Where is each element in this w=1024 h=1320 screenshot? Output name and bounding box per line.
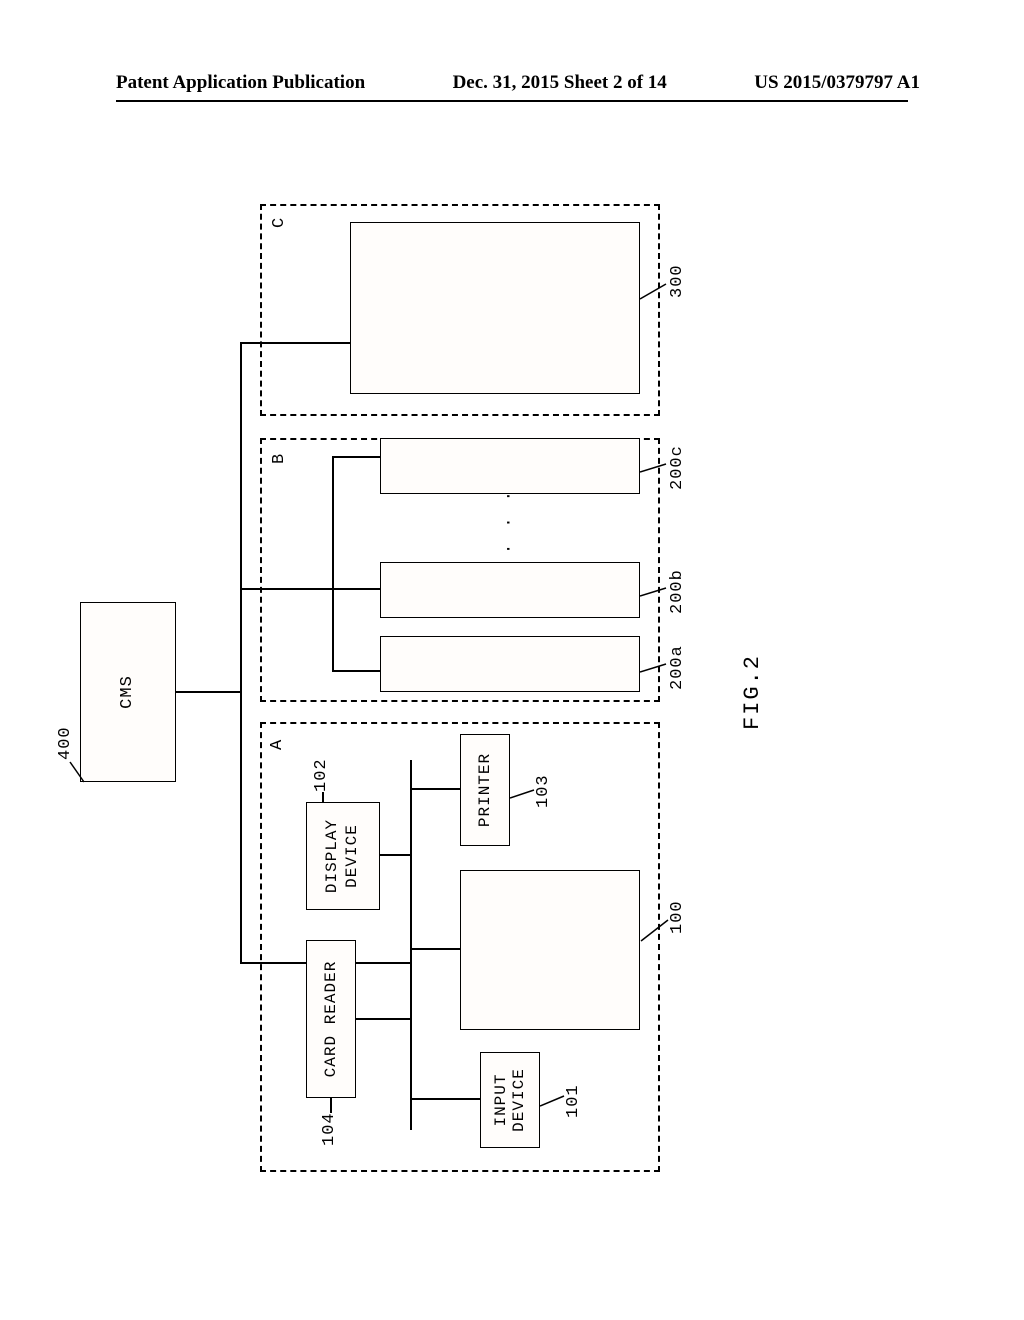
- b-leader-1: [640, 658, 668, 674]
- b-bus: [332, 458, 334, 672]
- b-box-3: [380, 438, 640, 494]
- b-box-2: [380, 562, 640, 618]
- printer-label: PRINTER: [476, 734, 494, 846]
- printer-ref: 103: [534, 774, 553, 808]
- fig-label: FIG.2: [740, 654, 765, 730]
- a-bus: [410, 760, 412, 1130]
- c-ref: 300: [668, 264, 687, 298]
- input-label: INPUT DEVICE: [492, 1052, 528, 1148]
- figure-2: CMS 400 A CARD READER 104 DISPLAY DEVICE: [60, 180, 960, 1190]
- c-box: [350, 222, 640, 394]
- cms-ref: 400: [56, 726, 75, 760]
- b-bus-v: [288, 588, 332, 590]
- b-ref-2: 200b: [668, 569, 687, 614]
- b-ref-3: 200c: [668, 445, 687, 490]
- main-leader: [640, 916, 670, 942]
- b-leader-2: [640, 582, 668, 598]
- group-c-tag: C: [270, 217, 289, 228]
- b-ellipsis: · · ·: [500, 488, 519, 554]
- input-ref: 101: [564, 1084, 583, 1118]
- display-conn: [380, 854, 410, 856]
- printer-conn: [410, 788, 460, 790]
- main-conn: [410, 948, 460, 950]
- group-a-tag: A: [268, 739, 287, 750]
- header-rule: [116, 100, 908, 102]
- cms-ref-leader: [56, 756, 86, 786]
- b-leader-3: [640, 458, 668, 474]
- c-drop: [290, 342, 350, 344]
- b-ref-1: 200a: [668, 645, 687, 690]
- group-b-tag: B: [270, 453, 289, 464]
- trunk-h: [240, 342, 242, 964]
- b-d2: [332, 588, 380, 590]
- display-leader: [322, 792, 324, 802]
- card-reader-conn: [356, 1018, 410, 1020]
- b-box-1: [380, 636, 640, 692]
- header-left: Patent Application Publication: [116, 72, 365, 94]
- header-center: Dec. 31, 2015 Sheet 2 of 14: [453, 72, 667, 94]
- input-leader: [540, 1088, 566, 1108]
- display-label: DISPLAY DEVICE: [322, 802, 362, 910]
- b-d1: [332, 670, 380, 672]
- header-right: US 2015/0379797 A1: [754, 72, 920, 94]
- card-reader-leader: [330, 1098, 332, 1113]
- trunk-line: [176, 691, 240, 693]
- cms-label: CMS: [118, 602, 137, 782]
- card-reader-ref: 104: [320, 1112, 339, 1146]
- printer-leader: [510, 782, 536, 800]
- display-ref: 102: [312, 758, 331, 792]
- main-box: [460, 870, 640, 1030]
- card-reader-label: CARD READER: [322, 940, 340, 1098]
- b-d3: [332, 456, 380, 458]
- c-leader: [640, 280, 668, 300]
- input-conn: [410, 1098, 480, 1100]
- main-ref: 100: [668, 900, 687, 934]
